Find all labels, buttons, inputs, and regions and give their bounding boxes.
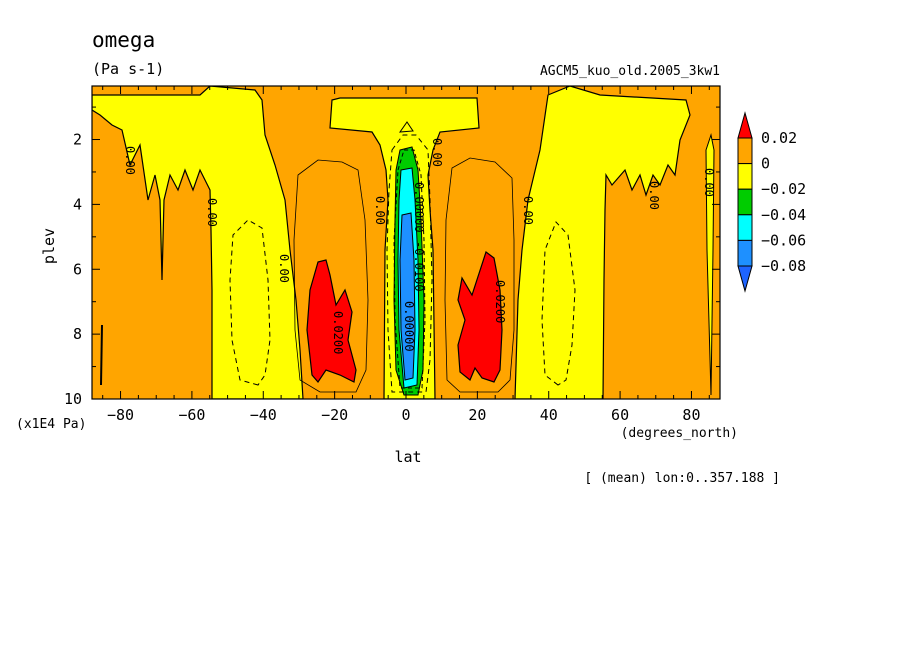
colorbar-label: 0 [761,155,770,173]
ascent-region-south [92,86,304,399]
colorbar-label: −0.04 [761,206,806,224]
edge-contour-south [100,324,103,386]
contour-positive-south [293,159,369,393]
y-tick-label: 4 [73,195,82,213]
contour-label: 0.00 [277,254,291,283]
sinking-max-north [457,251,503,383]
x-tick-label: −20 [321,406,348,424]
contour-dashed-equator-inner [393,149,426,389]
x-tick-label: 0 [401,406,410,424]
x-tick-label: −80 [107,406,134,424]
x-axis: −80 −60 −40 −20 0 20 40 60 80 [102,86,710,424]
y-axis-title: plev [40,228,58,264]
colorbar-bottom-arrow [737,265,753,293]
x-axis-title: lat [394,448,421,466]
contour-label: 0.00 [702,168,716,197]
contour-dashed-south [229,219,271,386]
x-tick-label: 20 [468,406,486,424]
contour-label: 0.00000 [402,301,416,352]
x-tick-label: 80 [682,406,700,424]
colorbar-label: −0.06 [761,231,806,249]
ascent-core-blue [399,212,416,381]
sinking-max-south [306,259,357,383]
y-tick-label: 2 [73,131,82,149]
contour-label: 0.00 [123,146,137,175]
contour-label: 0.00 [521,196,535,225]
figure-units: (Pa s-1) [92,60,164,78]
colorbar-swatch [737,188,753,216]
y-tick-label: 6 [73,260,82,278]
colorbar-swatch [737,163,753,190]
contour-label: 0.00 [373,196,387,225]
x-tick-label: 40 [540,406,558,424]
colorbar-label: 0.02 [761,129,797,147]
contour-dashed-equator [386,134,433,393]
colorbar-top-arrow [737,111,753,139]
contour-label: 0.0200 [493,280,507,323]
contour-dashed-north [541,221,576,386]
colorbar-label: −0.08 [761,257,806,275]
ascent-region-north [514,86,691,399]
x-tick-label: −60 [178,406,205,424]
colorbar: 0.02 0 −0.02 −0.04 −0.06 −0.08 [737,111,806,293]
contour-label: 0.00 [647,181,661,210]
figure-title: omega [92,28,155,52]
ascent-edge-north [705,133,715,396]
x-tick-label: −40 [250,406,277,424]
y-tick-label: 10 [64,390,82,408]
contour-plot: 0.00 0.00 0.00 0.00 0.00 0.00 0.00 0.00 … [92,86,720,399]
contour-label: 0.0200 [331,311,345,354]
contour-labels: 0.00 0.00 0.00 0.00 0.00 0.00 0.00 0.00 … [123,138,716,354]
colorbar-label: −0.02 [761,180,806,198]
ascent-island [398,121,414,133]
mean-note: [ (mean) lon:0..357.188 ] [584,471,780,486]
colorbar-swatch [737,214,753,241]
colorbar-swatch [737,137,753,165]
y-tick-label: 8 [73,325,82,343]
contour-label: 0.00 [430,138,444,167]
contour-label: 0.00000 [412,182,426,233]
x-axis-units: (degrees_north) [621,426,738,441]
dataset-label: AGCM5_kuo_old.2005_3kw1 [540,64,720,79]
x-tick-label: 60 [611,406,629,424]
contour-label: 0.00 [205,198,219,227]
y-axis-units: (x1E4 Pa) [16,417,86,432]
colorbar-swatch [737,239,753,267]
y-axis: 2 4 6 8 10 [64,106,720,408]
contour-positive-north [444,157,515,393]
contour-label: -0.0100 [412,241,426,292]
